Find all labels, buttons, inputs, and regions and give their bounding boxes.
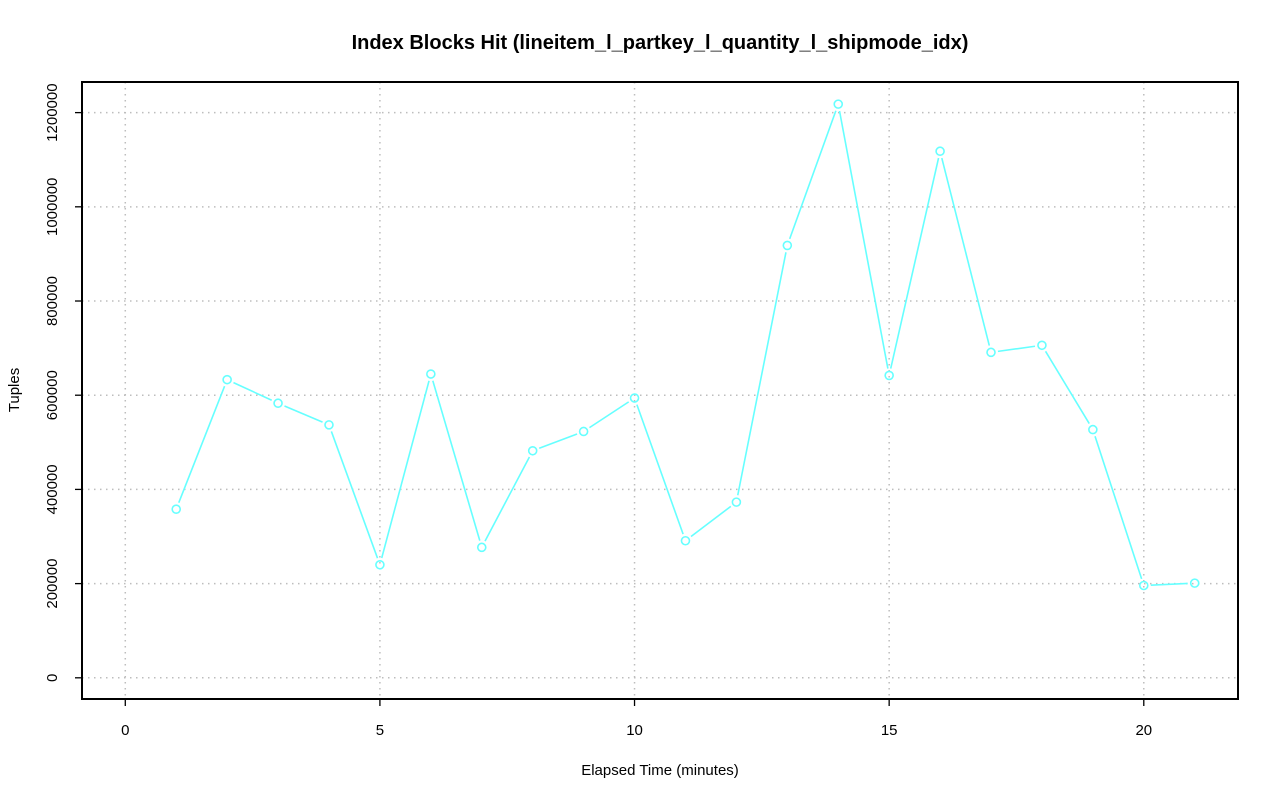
x-tick-label: 20 bbox=[1135, 722, 1152, 739]
chart-title: Index Blocks Hit (lineitem_l_partkey_l_q… bbox=[352, 32, 969, 54]
series-line-segment bbox=[636, 404, 684, 535]
series-line-segment bbox=[1150, 582, 1188, 586]
y-axis-label: Tuples bbox=[6, 368, 23, 412]
data-point bbox=[935, 146, 945, 157]
series-line-segment bbox=[284, 405, 323, 423]
data-point bbox=[629, 393, 640, 403]
data-point bbox=[222, 374, 232, 385]
series-line-segment bbox=[432, 380, 481, 541]
data-point bbox=[171, 504, 182, 514]
y-tick-label: 1000000 bbox=[44, 178, 61, 236]
data-point bbox=[527, 445, 538, 456]
series-line-segment bbox=[838, 110, 889, 369]
x-tick-label: 0 bbox=[121, 722, 129, 739]
data-point bbox=[782, 240, 793, 251]
x-tick-label: 15 bbox=[881, 722, 898, 739]
x-axis-label: Elapsed Time (minutes) bbox=[581, 762, 739, 779]
data-point bbox=[1189, 578, 1200, 588]
data-point bbox=[1088, 424, 1098, 435]
series-line-segment bbox=[538, 433, 578, 450]
x-tick-label: 10 bbox=[626, 722, 643, 739]
series-line-segment bbox=[997, 345, 1036, 353]
series-line-segment bbox=[330, 431, 379, 559]
series-line-segment bbox=[589, 401, 630, 429]
data-point bbox=[1037, 340, 1047, 351]
data-point bbox=[833, 99, 844, 109]
series-line-segment bbox=[788, 110, 837, 240]
series-line-segment bbox=[1094, 435, 1143, 580]
data-point bbox=[884, 370, 894, 381]
series-line-segment bbox=[690, 505, 732, 538]
series-line-segment bbox=[889, 157, 940, 369]
y-tick-label: 800000 bbox=[44, 276, 61, 326]
series-line-segment bbox=[941, 157, 991, 346]
data-point bbox=[273, 398, 283, 409]
y-tick-label: 1200000 bbox=[44, 83, 61, 141]
axis-ticks: 0 5 10 15 20 0 200000 400000 600000 800000 1000000… bbox=[44, 83, 1152, 739]
grid bbox=[82, 82, 1238, 699]
data-point bbox=[324, 420, 334, 430]
y-tick-label: 600000 bbox=[44, 370, 61, 420]
data-point bbox=[1138, 580, 1149, 591]
data-point bbox=[986, 347, 996, 358]
series-line-segment bbox=[233, 381, 273, 402]
plot-frame bbox=[81, 81, 1239, 700]
data-point bbox=[731, 497, 742, 507]
data-point bbox=[680, 535, 691, 546]
y-tick-label: 400000 bbox=[44, 464, 61, 514]
data-point bbox=[426, 369, 436, 379]
x-tick-label: 5 bbox=[376, 722, 384, 739]
data-point bbox=[578, 426, 589, 437]
y-tick-label: 200000 bbox=[44, 559, 61, 609]
series-line-segment bbox=[380, 380, 430, 559]
data-point bbox=[375, 559, 385, 570]
data-point bbox=[476, 542, 487, 553]
series-line-segment bbox=[178, 385, 226, 503]
series-line-segment bbox=[484, 456, 531, 542]
y-tick-label: 0 bbox=[44, 674, 61, 682]
series-line-segment bbox=[736, 252, 787, 496]
series-line-segment bbox=[1044, 350, 1090, 425]
series-layer bbox=[171, 99, 1200, 591]
